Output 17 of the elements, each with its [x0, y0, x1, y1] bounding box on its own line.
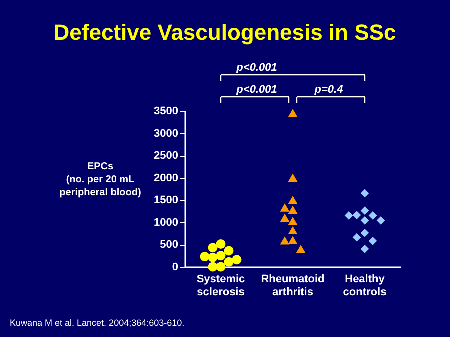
- y-tick-label: 0: [172, 262, 178, 274]
- y-tick-label: 1000: [154, 216, 178, 229]
- text: p<0.001: [236, 84, 278, 96]
- x-tick-label: Systemic sclerosis: [196, 274, 246, 298]
- x-tick-label: Healthy controls: [343, 274, 387, 298]
- y-tick-label: 500: [160, 239, 178, 252]
- y-tick-label: 2500: [154, 150, 178, 162]
- y-axis-title: EPCs (no. per 20 mL peripheral blood): [60, 162, 142, 198]
- x-tick-label: Rheumatoid arthritis: [261, 274, 325, 298]
- text: p=0.4: [314, 84, 344, 96]
- y-tick-label: 3000: [154, 128, 178, 140]
- y-tick-label: 3500: [154, 106, 178, 118]
- text: Kuwana M et al. Lancet. 2004;364:603-610.: [10, 318, 185, 328]
- y-tick-label: 2000: [154, 172, 178, 184]
- chart-title: Defective Vasculogenesis in SSc: [52, 20, 398, 46]
- text: p<0.001: [236, 62, 278, 74]
- y-tick-label: 1500: [154, 194, 178, 207]
